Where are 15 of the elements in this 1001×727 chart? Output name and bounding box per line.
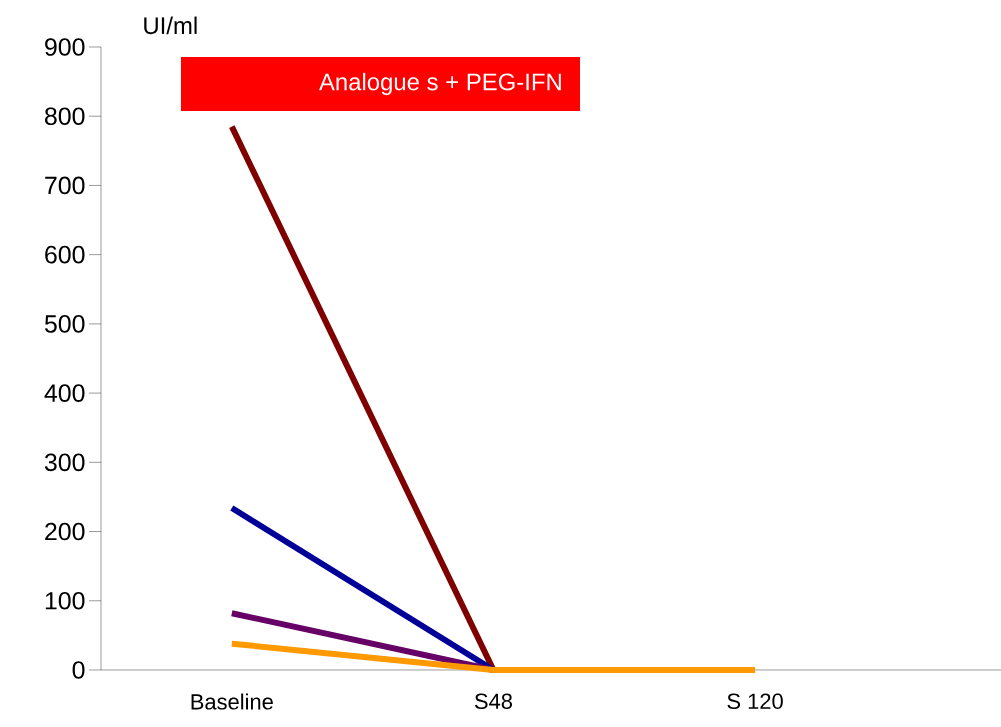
y-tick-label: 100 [45, 591, 85, 610]
y-tick-label: 200 [45, 522, 85, 541]
y-tick-label: 900 [45, 38, 85, 56]
annotation: Analogue s + PEG-IFN [318, 72, 561, 96]
y-tick-label: 600 [45, 245, 85, 264]
y-tick-label: 700 [45, 176, 85, 195]
y-tick-label: 0 [72, 661, 85, 679]
y-axis-title: UI/ml [144, 16, 197, 35]
y-tick-label: 300 [44, 453, 85, 472]
y-tick-label: 400 [44, 384, 85, 402]
y-tick-label: 500 [44, 315, 85, 333]
y-tick-label: 800 [45, 107, 85, 126]
x-tick-label: S 120 [727, 693, 783, 710]
x-tick-label: Baseline [191, 693, 273, 710]
x-tick-label: S48 [474, 693, 512, 710]
